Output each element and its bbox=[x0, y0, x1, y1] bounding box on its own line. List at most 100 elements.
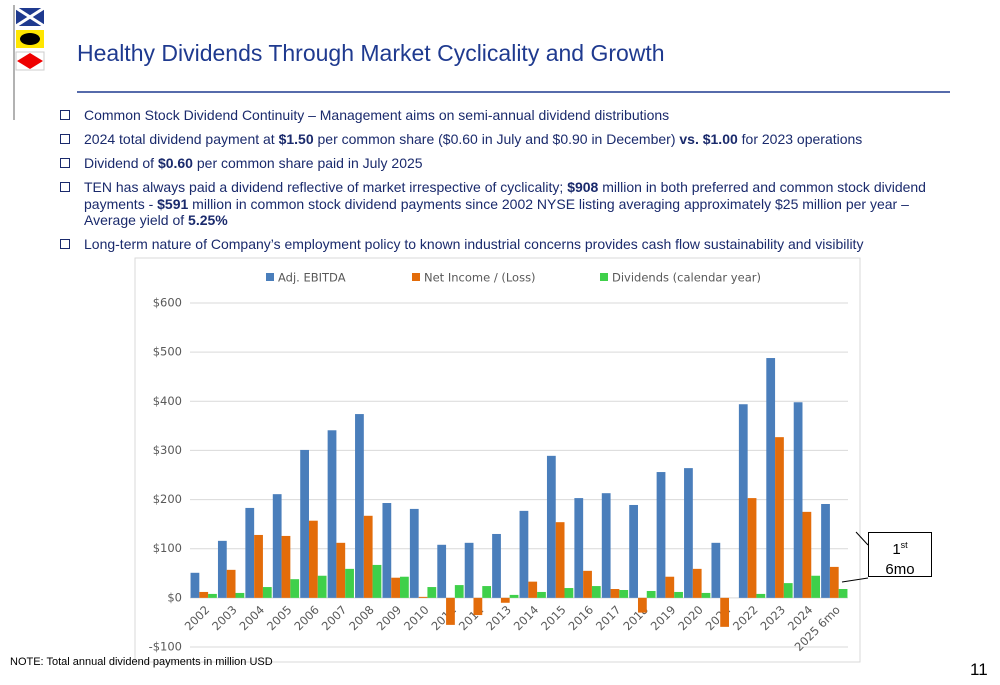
bar bbox=[272, 494, 282, 598]
bullet-text: Common Stock Dividend Continuity – Manag… bbox=[84, 107, 670, 123]
bar bbox=[775, 437, 784, 598]
bar bbox=[509, 594, 519, 598]
bar bbox=[473, 597, 483, 616]
y-tick-label: $500 bbox=[153, 345, 182, 359]
bullet-text: million in both preferred and common sto… bbox=[84, 179, 926, 212]
bullet-text: 2024 total dividend payment at bbox=[84, 131, 279, 147]
bar bbox=[574, 498, 584, 598]
callout-text: 6mo bbox=[885, 561, 915, 578]
bullet: Long-term nature of Company’s employment… bbox=[60, 236, 945, 253]
bar bbox=[821, 503, 830, 598]
bar bbox=[738, 404, 748, 598]
title: Healthy Dividends Through Market Cyclica… bbox=[77, 40, 665, 66]
bar bbox=[555, 522, 565, 598]
bullet-text: per common share paid in July 2025 bbox=[192, 155, 423, 171]
bar bbox=[418, 596, 428, 598]
bar bbox=[537, 591, 546, 598]
bullet-text: 5.25% bbox=[188, 212, 228, 228]
bar bbox=[591, 586, 601, 598]
bar bbox=[454, 585, 464, 598]
bar bbox=[701, 592, 711, 598]
bar bbox=[829, 566, 839, 598]
bar bbox=[300, 449, 309, 598]
bullet-text: for 2023 operations bbox=[737, 131, 863, 147]
bar bbox=[583, 570, 592, 598]
bar bbox=[802, 511, 812, 598]
callout-sup: st bbox=[900, 540, 908, 550]
y-tick-label: $0 bbox=[167, 590, 182, 604]
bar bbox=[610, 589, 620, 598]
bar bbox=[327, 430, 337, 598]
bar bbox=[317, 575, 327, 598]
bar bbox=[427, 587, 437, 598]
legend-swatch bbox=[600, 273, 608, 281]
bar bbox=[656, 472, 666, 598]
bar bbox=[226, 569, 236, 598]
bar bbox=[674, 591, 683, 598]
bar bbox=[747, 498, 757, 598]
bar bbox=[281, 535, 291, 598]
bullet-text: TEN has always paid a dividend reflectiv… bbox=[84, 179, 568, 195]
bar bbox=[684, 468, 693, 598]
callout-text: 1 bbox=[892, 541, 901, 558]
legend-label: Adj. EBITDA bbox=[278, 271, 346, 285]
bar bbox=[756, 593, 766, 598]
y-tick-label: $100 bbox=[153, 541, 182, 555]
bar bbox=[665, 576, 675, 598]
bar bbox=[372, 564, 382, 598]
bar bbox=[793, 402, 803, 598]
bar bbox=[692, 568, 702, 598]
bullet-text: $0.60 bbox=[157, 155, 193, 171]
bar bbox=[720, 597, 730, 627]
legend-label: Dividends (calendar year) bbox=[612, 271, 761, 285]
bar bbox=[619, 589, 629, 598]
bullet-text: $591 bbox=[157, 195, 189, 212]
bar bbox=[500, 597, 510, 603]
bar bbox=[382, 503, 392, 598]
bar bbox=[409, 508, 419, 598]
bar bbox=[838, 589, 848, 598]
y-tick-label: $300 bbox=[153, 443, 182, 457]
callout: 1st 6mo bbox=[868, 532, 932, 578]
bar bbox=[308, 520, 318, 598]
note: NOTE: Total annual dividend payments in … bbox=[10, 656, 273, 668]
bar bbox=[208, 593, 217, 598]
bar bbox=[391, 577, 401, 598]
bar bbox=[637, 597, 647, 613]
y-tick-label: -$100 bbox=[149, 640, 182, 654]
bar bbox=[437, 544, 447, 598]
bullet-list: Common Stock Dividend Continuity – Manag… bbox=[60, 107, 945, 260]
bar bbox=[446, 597, 455, 625]
legend-swatch bbox=[412, 273, 420, 281]
bullet-text: Dividend of bbox=[84, 155, 158, 171]
bar bbox=[217, 540, 227, 598]
bullet-text: per common share ($0.60 in July and $0.9… bbox=[313, 131, 680, 147]
bullet-text: million in common stock dividend payment… bbox=[84, 195, 909, 229]
bar bbox=[355, 414, 364, 598]
flag bbox=[17, 53, 43, 69]
y-tick-label: $600 bbox=[153, 296, 182, 310]
bar bbox=[345, 568, 354, 598]
callout-pointer bbox=[841, 531, 869, 583]
bar bbox=[601, 493, 611, 598]
bar bbox=[528, 581, 538, 598]
bar bbox=[254, 534, 263, 598]
bullet-text: vs. $1.00 bbox=[679, 131, 738, 147]
page-number: 11 bbox=[970, 660, 988, 679]
bar bbox=[783, 583, 793, 598]
bar bbox=[199, 591, 209, 598]
bar bbox=[711, 542, 721, 598]
bar bbox=[235, 592, 245, 598]
bullet-text: $1.50 bbox=[278, 131, 314, 147]
bar bbox=[546, 455, 556, 598]
bar bbox=[190, 572, 200, 598]
bullet: Dividend of $0.60 per common share paid … bbox=[60, 155, 945, 172]
y-tick-label: $400 bbox=[153, 394, 182, 408]
bar bbox=[400, 576, 409, 598]
legend-swatch bbox=[266, 273, 274, 281]
bullet: Common Stock Dividend Continuity – Manag… bbox=[60, 107, 945, 124]
bar bbox=[766, 358, 776, 598]
bullet: 2024 total dividend payment at $1.50 per… bbox=[60, 131, 945, 148]
bar bbox=[811, 575, 821, 598]
